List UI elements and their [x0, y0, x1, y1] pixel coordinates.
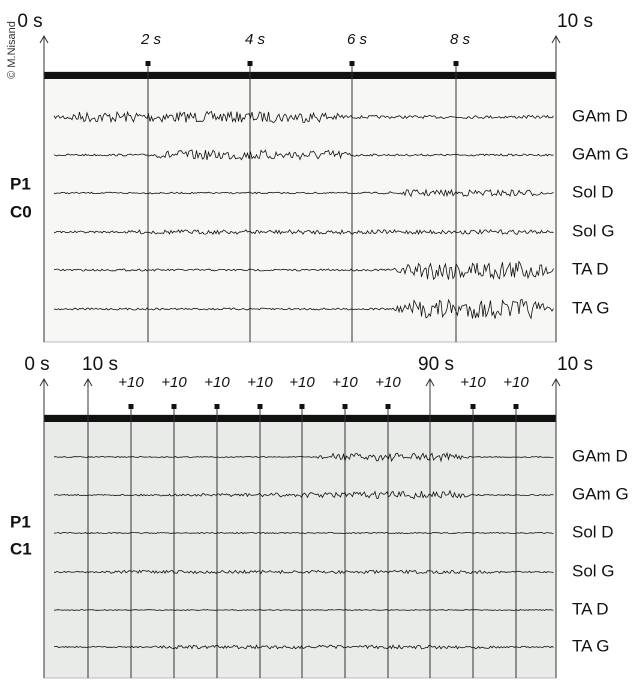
channel-label: Sol D	[572, 522, 614, 541]
marker-dot	[145, 61, 151, 66]
emg-trace	[53, 260, 554, 281]
recording-area	[43, 71, 557, 343]
channel-label: GAm D	[572, 106, 628, 125]
time-label: +10	[375, 374, 401, 391]
time-label: 90 s	[418, 354, 454, 375]
time-bar	[44, 415, 556, 422]
emg-trace	[54, 569, 554, 575]
time-label: 4 s	[245, 31, 266, 48]
arrow-head	[425, 377, 435, 387]
time-label: +10	[460, 374, 486, 391]
time-label: 6 s	[347, 31, 368, 48]
condition-label: C0	[10, 202, 32, 221]
time-label: +10	[332, 374, 358, 391]
time-label: +10	[247, 374, 273, 391]
recording-area	[43, 414, 557, 679]
time-label: +10	[503, 374, 529, 391]
marker-dot	[128, 404, 134, 409]
channel-label: GAm G	[572, 484, 629, 503]
time-label: +10	[161, 374, 187, 391]
emg-trace	[53, 609, 554, 611]
channel-label: Sol G	[572, 221, 615, 240]
arrow-head	[39, 377, 49, 387]
marker-dot	[513, 404, 519, 409]
emg-trace	[53, 644, 554, 650]
channel-label: TA D	[572, 599, 609, 618]
credit: © M.Nisand	[6, 21, 18, 79]
time-label: +10	[289, 374, 315, 391]
emg-trace	[53, 489, 554, 500]
time-label: 10 s	[557, 354, 593, 375]
channel-label: TA G	[572, 298, 609, 317]
channel-label: TA G	[572, 636, 609, 655]
time-label: +10	[118, 374, 144, 391]
time-label: 8 s	[450, 31, 471, 48]
channel-label: TA D	[572, 259, 609, 278]
marker-dot	[257, 404, 263, 409]
arrow-head	[39, 34, 49, 44]
condition-label: P1	[10, 512, 31, 531]
condition-label: P1	[10, 174, 31, 193]
emg-trace	[53, 188, 554, 198]
arrow-head	[551, 34, 561, 44]
marker-dot	[299, 404, 305, 409]
time-label: 10 s	[82, 354, 118, 375]
marker-dot	[247, 61, 253, 66]
time-label: +10	[204, 374, 230, 391]
channel-label: GAm G	[572, 144, 629, 163]
marker-dot	[470, 404, 476, 409]
emg-trace	[53, 228, 554, 236]
time-label: 0 s	[24, 354, 49, 375]
marker-dot	[349, 61, 355, 66]
emg-trace	[53, 298, 554, 320]
marker-dot	[385, 404, 391, 409]
marker-dot	[214, 404, 220, 409]
arrow-head	[551, 377, 561, 387]
channel-label: Sol D	[572, 182, 614, 201]
channel-label: GAm D	[572, 446, 628, 465]
marker-dot	[453, 61, 459, 66]
condition-label: C1	[10, 539, 32, 558]
arrow-head	[83, 377, 93, 387]
emg-trace	[53, 531, 554, 535]
emg-trace	[53, 110, 554, 124]
emg-trace	[53, 451, 554, 463]
time-label: 0 s	[17, 11, 42, 32]
channel-label: Sol G	[572, 561, 615, 580]
time-label: 2 s	[140, 31, 162, 48]
marker-dot	[171, 404, 177, 409]
time-bar	[44, 72, 556, 79]
marker-dot	[342, 404, 348, 409]
time-label: 10 s	[557, 11, 593, 32]
emg-trace	[53, 149, 554, 161]
